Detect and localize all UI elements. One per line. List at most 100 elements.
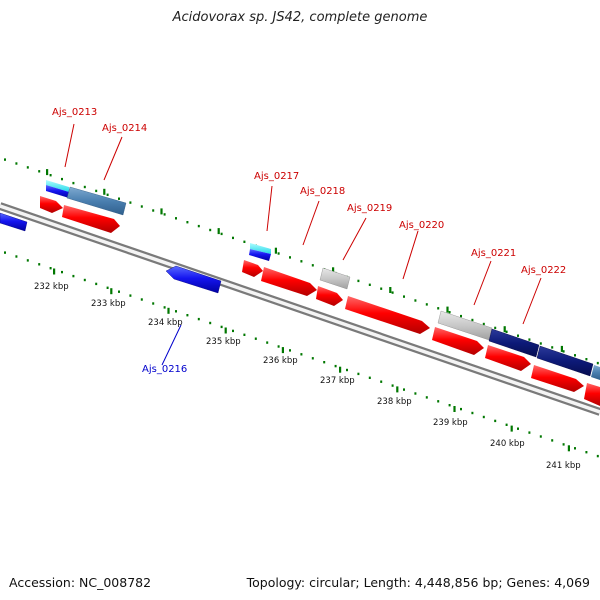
tick-major [160, 208, 163, 215]
gene-ajs-0213-blue[interactable] [46, 185, 69, 198]
reverse-gene-stub[interactable] [0, 212, 28, 232]
tick-minor [106, 193, 109, 196]
tick-minor [562, 350, 565, 353]
tick-major [274, 247, 277, 254]
gene-label-ajs-0221[interactable]: Ajs_0221 [471, 248, 516, 259]
tick-minor [175, 310, 177, 313]
gene-label-ajs-0217[interactable]: Ajs_0217 [254, 171, 299, 182]
connector-ajs-0214 [103, 136, 123, 181]
gene-ajs-0224-stub[interactable] [584, 383, 600, 406]
tick-minor [368, 283, 371, 286]
tick-minor [49, 267, 52, 270]
tick-minor [596, 454, 599, 458]
gene-ajs-0217-blue[interactable] [249, 249, 271, 261]
tick-minor [106, 286, 109, 289]
tick-minor [4, 251, 6, 254]
gene-ajs-0220[interactable] [345, 296, 430, 334]
tick-minor [357, 279, 360, 283]
inner-tick-row [4, 251, 599, 458]
tick-major [567, 445, 570, 452]
tick-minor [197, 317, 200, 321]
tick-minor [380, 380, 383, 383]
tick-minor [175, 217, 177, 220]
tick-major [46, 169, 49, 176]
connector-ajs-0213 [64, 123, 75, 168]
tick-minor [61, 270, 63, 274]
tick-minor [38, 170, 41, 173]
gene-features[interactable] [0, 180, 600, 406]
gene-ajs-0215-forward[interactable] [62, 205, 120, 233]
tick-minor [163, 306, 166, 309]
tick-minor [26, 166, 29, 169]
scale-label: 235 kbp [206, 337, 241, 347]
gene-label-ajs-0222[interactable]: Ajs_0222 [521, 265, 566, 276]
tick-minor [186, 314, 189, 317]
gene-ajs-0217[interactable] [242, 260, 263, 277]
scale-label: 238 kbp [377, 397, 412, 407]
gene-ajs-0213-cyan[interactable] [46, 180, 69, 192]
gene-ajs-0214[interactable] [66, 186, 127, 216]
gene-label-ajs-0219[interactable]: Ajs_0219 [347, 203, 392, 214]
gene-ajs-0222-navy-b[interactable] [536, 345, 594, 377]
tick-minor [118, 290, 120, 293]
scale-label: 233 kbp [91, 299, 126, 309]
tick-minor [494, 326, 497, 330]
gene-ajs-0216[interactable] [165, 265, 222, 294]
gene-labels: Ajs_0213 Ajs_0214 Ajs_0216 Ajs_0217 Ajs_… [52, 107, 566, 375]
gene-ajs-0219[interactable] [316, 286, 343, 306]
gene-label-ajs-0213[interactable]: Ajs_0213 [52, 107, 97, 118]
gene-ajs-0223[interactable] [531, 365, 584, 392]
tick-minor [585, 358, 588, 361]
scale-label: 239 kbp [433, 418, 468, 428]
gene-label-ajs-0218[interactable]: Ajs_0218 [300, 186, 345, 197]
tick-minor [129, 201, 132, 204]
gene-ajs-0218-hypothetical[interactable] [319, 267, 351, 290]
tick-minor [391, 291, 394, 294]
tick-minor [380, 287, 383, 290]
tick-minor [83, 278, 86, 282]
tick-major [339, 366, 342, 373]
gene-ajs-0222-steel-stub[interactable] [591, 365, 600, 380]
tick-minor [505, 423, 508, 426]
gene-label-ajs-0220[interactable]: Ajs_0220 [399, 220, 444, 231]
gene-label-ajs-0214[interactable]: Ajs_0214 [102, 123, 147, 134]
gene-ajs-0218[interactable] [261, 267, 317, 296]
gene-ajs-0217-cyan[interactable] [250, 243, 271, 254]
tick-minor [403, 388, 405, 391]
tick-minor [460, 407, 462, 411]
tick-minor [289, 349, 291, 352]
tick-minor [482, 322, 485, 326]
scale-label: 234 kbp [148, 318, 183, 328]
tick-minor [574, 354, 576, 357]
tick-minor [15, 255, 18, 258]
gene-label-ajs-0216[interactable]: Ajs_0216 [142, 364, 187, 375]
label-connectors [64, 123, 542, 366]
tick-minor [471, 318, 474, 322]
tick-minor [129, 294, 132, 297]
gene-ajs-0222[interactable] [485, 345, 531, 371]
tick-major [503, 326, 506, 333]
tick-minor [596, 361, 599, 365]
tick-minor [243, 333, 246, 336]
tick-major [453, 406, 456, 412]
tick-minor [232, 236, 234, 240]
tick-major [167, 307, 170, 314]
tick-minor [26, 259, 29, 262]
connector-ajs-0220 [402, 230, 419, 280]
gene-ajs-0221[interactable] [432, 327, 484, 355]
gene-ajs-0212-forward[interactable] [40, 196, 63, 213]
tick-minor [38, 263, 41, 266]
tick-minor [448, 311, 451, 314]
tick-minor [334, 364, 337, 368]
tick-minor [300, 353, 303, 356]
gene-ajs-0222-navy-a[interactable] [488, 328, 540, 358]
tick-minor [61, 177, 63, 181]
gene-ajs-0221-hypothetical[interactable] [437, 310, 493, 341]
scale-label: 236 kbp [263, 356, 298, 366]
tick-minor [494, 419, 497, 423]
tick-major [103, 188, 106, 195]
tick-minor [15, 162, 18, 165]
connector-ajs-0216 [161, 324, 182, 366]
tick-minor [243, 240, 246, 243]
